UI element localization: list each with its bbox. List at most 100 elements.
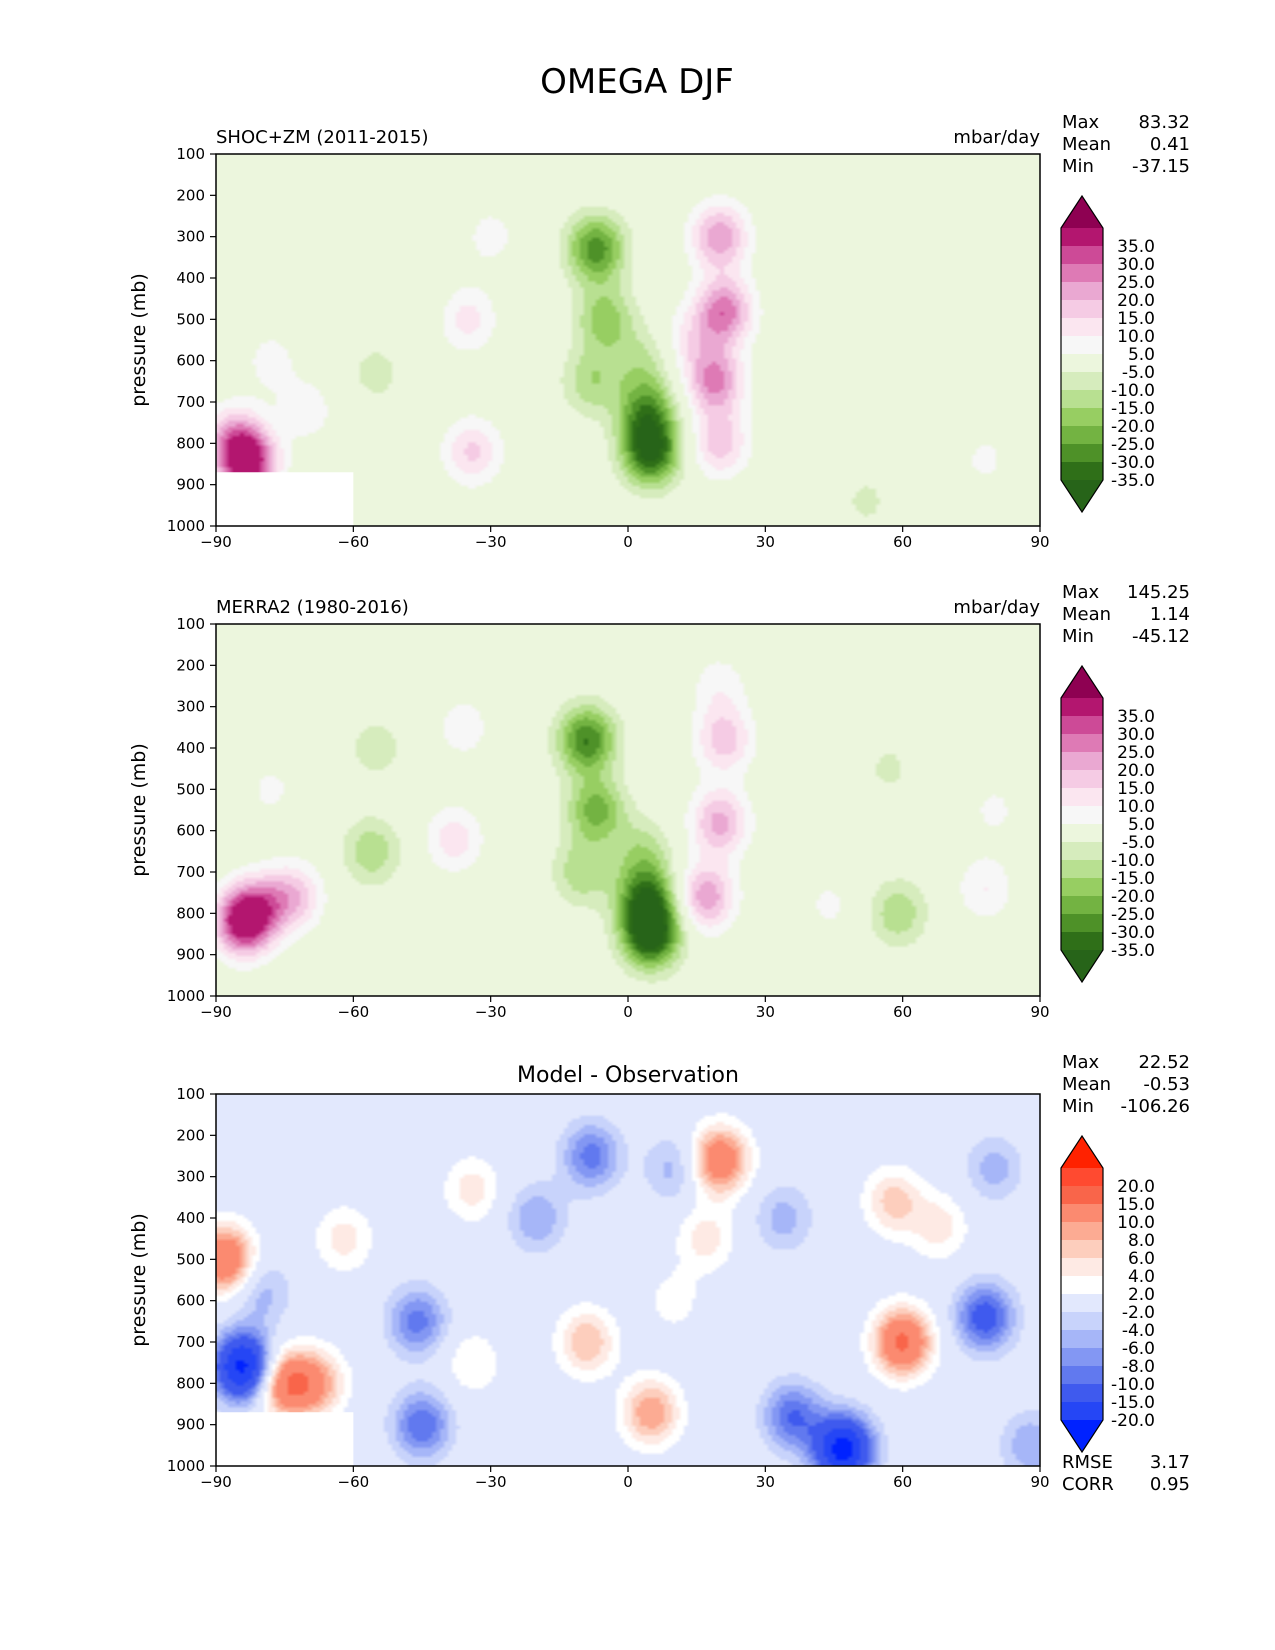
x-tick-label: −60 bbox=[338, 1003, 370, 1021]
colorbar-band bbox=[1061, 1402, 1103, 1421]
stat-value: -45.12 bbox=[1132, 626, 1190, 647]
y-tick-label: 100 bbox=[176, 1085, 205, 1103]
colorbar-tick-label: -15.0 bbox=[1111, 869, 1155, 889]
colorbar-band bbox=[1061, 426, 1103, 445]
stat-label: Min bbox=[1062, 626, 1094, 647]
colorbar-tick-label: 10.0 bbox=[1117, 1213, 1155, 1233]
y-tick-label: 200 bbox=[176, 656, 205, 674]
figure-title: OMEGA DJF bbox=[540, 62, 734, 102]
y-axis-label: pressure (mb) bbox=[128, 1213, 150, 1347]
panel-2: −90 −60 −30 0 30 60 90 100 200 300 400 500 600 700 800… bbox=[128, 582, 1190, 1021]
y-tick-label: 200 bbox=[176, 186, 205, 204]
colorbar-tick-label: -35.0 bbox=[1111, 471, 1155, 491]
stat-label: Max bbox=[1062, 582, 1100, 603]
colorbar-band bbox=[1061, 914, 1103, 933]
x-tick-label: 30 bbox=[756, 1473, 775, 1491]
colorbar-band bbox=[1061, 354, 1103, 373]
colorbar-tick-label: -10.0 bbox=[1111, 381, 1155, 401]
colorbar-max-extension bbox=[1061, 1136, 1103, 1168]
colorbar-tick-label: 15.0 bbox=[1117, 309, 1155, 329]
colorbar-band bbox=[1061, 806, 1103, 825]
stat-label: Mean bbox=[1062, 1074, 1111, 1095]
colorbar-outline bbox=[1060, 1134, 1104, 1454]
contour-field bbox=[216, 624, 1040, 996]
y-tick-label: 900 bbox=[176, 476, 205, 494]
colorbar-tick-label: -30.0 bbox=[1111, 923, 1155, 943]
colorbar-outline bbox=[1060, 194, 1104, 514]
colorbar-band bbox=[1061, 228, 1103, 247]
stat-value: 1.14 bbox=[1150, 604, 1190, 625]
y-tick-label: 200 bbox=[176, 1126, 205, 1144]
colorbar-band bbox=[1061, 1258, 1103, 1277]
y-tick-label: 900 bbox=[176, 1416, 205, 1434]
y-tick-label: 300 bbox=[176, 1168, 205, 1186]
colorbar-tick-label: -20.0 bbox=[1111, 1411, 1155, 1431]
colorbar-band bbox=[1061, 1222, 1103, 1241]
stat-value: 3.17 bbox=[1150, 1452, 1190, 1473]
colorbar-tick-label: -5.0 bbox=[1122, 363, 1155, 383]
y-tick-label: 1000 bbox=[167, 1457, 205, 1475]
colorbar-band bbox=[1061, 1384, 1103, 1403]
colorbar-band bbox=[1061, 1276, 1103, 1295]
colorbar-tick-label: 30.0 bbox=[1117, 725, 1155, 745]
colorbar-outline bbox=[1060, 664, 1104, 984]
colorbar-tick-label: 10.0 bbox=[1117, 327, 1155, 347]
colorbar-tick-label: 10.0 bbox=[1117, 797, 1155, 817]
colorbar-band bbox=[1061, 246, 1103, 265]
colorbar-tick-label: -20.0 bbox=[1111, 887, 1155, 907]
x-tick-label: 90 bbox=[1030, 533, 1049, 551]
x-tick-label: 0 bbox=[623, 1003, 633, 1021]
colorbar-tick-label: 15.0 bbox=[1117, 1195, 1155, 1215]
y-tick-label: 600 bbox=[176, 352, 205, 370]
colorbar-band bbox=[1061, 300, 1103, 319]
colorbar-tick-label: -10.0 bbox=[1111, 851, 1155, 871]
colorbar-band bbox=[1061, 698, 1103, 717]
colorbar-tick-label: 30.0 bbox=[1117, 255, 1155, 275]
colorbar-band bbox=[1061, 372, 1103, 391]
colorbar-tick-label: 25.0 bbox=[1117, 273, 1155, 293]
y-tick-label: 900 bbox=[176, 946, 205, 964]
panel-title-left: MERRA2 (1980-2016) bbox=[216, 597, 409, 618]
y-tick-label: 300 bbox=[176, 698, 205, 716]
colorbar-tick-label: -35.0 bbox=[1111, 941, 1155, 961]
stat-label: RMSE bbox=[1062, 1452, 1113, 1473]
y-tick-label: 600 bbox=[176, 1292, 205, 1310]
x-tick-label: −90 bbox=[200, 1003, 232, 1021]
colorbar-band bbox=[1061, 1204, 1103, 1223]
x-tick-label: 0 bbox=[623, 1473, 633, 1491]
x-tick-label: 60 bbox=[893, 533, 912, 551]
stat-label: Max bbox=[1062, 112, 1100, 133]
y-tick-label: 800 bbox=[176, 1374, 205, 1392]
colorbar-band bbox=[1061, 1240, 1103, 1259]
colorbar-min-extension bbox=[1061, 1420, 1103, 1452]
colorbar: 35.030.025.020.015.010.05.0-5.0-10.0-15.… bbox=[1060, 664, 1155, 984]
y-tick-label: 800 bbox=[176, 434, 205, 452]
colorbar-tick-label: -15.0 bbox=[1111, 1393, 1155, 1413]
colorbar-band bbox=[1061, 1168, 1103, 1187]
panel-title-left: SHOC+ZM (2011-2015) bbox=[216, 127, 429, 148]
y-tick-label: 600 bbox=[176, 822, 205, 840]
colorbar-band bbox=[1061, 1366, 1103, 1385]
colorbar-tick-label: -4.0 bbox=[1122, 1321, 1155, 1341]
y-tick-label: 1000 bbox=[167, 987, 205, 1005]
colorbar-tick-label: -6.0 bbox=[1122, 1339, 1155, 1359]
topography-mask bbox=[216, 472, 354, 526]
y-tick-label: 400 bbox=[176, 269, 205, 287]
colorbar-band bbox=[1061, 788, 1103, 807]
colorbar: 35.030.025.020.015.010.05.0-5.0-10.0-15.… bbox=[1060, 194, 1155, 514]
colorbar-band bbox=[1061, 1186, 1103, 1205]
y-tick-label: 500 bbox=[176, 780, 205, 798]
y-tick-label: 500 bbox=[176, 1250, 205, 1268]
colorbar-band bbox=[1061, 1294, 1103, 1313]
stat-value: 0.41 bbox=[1150, 134, 1190, 155]
y-tick-label: 100 bbox=[176, 615, 205, 633]
y-tick-label: 700 bbox=[176, 393, 205, 411]
colorbar-band bbox=[1061, 824, 1103, 843]
colorbar-band bbox=[1061, 390, 1103, 409]
contour-field bbox=[216, 154, 1040, 526]
colorbar-tick-label: 20.0 bbox=[1117, 1177, 1155, 1197]
colorbar-band bbox=[1061, 1330, 1103, 1349]
y-axis-label: pressure (mb) bbox=[128, 273, 150, 407]
colorbar-tick-label: -30.0 bbox=[1111, 453, 1155, 473]
colorbar-band bbox=[1061, 462, 1103, 481]
